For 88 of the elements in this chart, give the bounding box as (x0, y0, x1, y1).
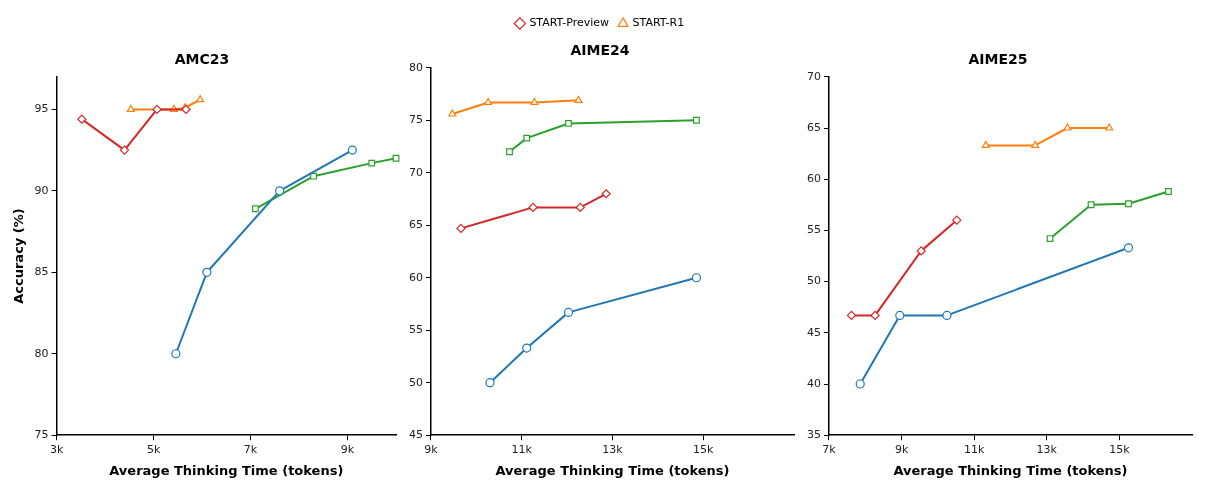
point (916, 246, 926, 256)
y-tick-label: 55 (807, 223, 821, 237)
point (456, 223, 466, 234)
point (171, 349, 181, 359)
point (846, 310, 857, 320)
point (522, 343, 532, 353)
point (126, 104, 135, 112)
x-tick-label: 13k (1036, 442, 1058, 456)
point (347, 145, 357, 155)
y-tick-label: 75 (34, 428, 49, 442)
x-tick-label: 15k (693, 442, 715, 456)
point (981, 140, 990, 149)
y-tick-label: 65 (807, 120, 821, 134)
point (196, 95, 205, 103)
y-tick-label: 60 (807, 172, 821, 186)
point (523, 134, 531, 142)
point (448, 109, 457, 117)
x-tick-label: 7k (822, 442, 837, 456)
y-tick-label: 95 (34, 102, 49, 116)
point (1063, 123, 1072, 131)
point (870, 310, 880, 320)
x-tick-label: 9k (894, 442, 909, 456)
x-axis-title: Average Thinking Time (tokens) (893, 462, 1128, 478)
point (952, 215, 962, 225)
x-tick-label: 15k (1109, 442, 1131, 456)
y-tick-label: 80 (34, 346, 49, 360)
y-tick-label: 75 (409, 113, 423, 127)
legend-label: START-Preview (529, 16, 610, 30)
point (691, 273, 702, 283)
point (485, 378, 495, 388)
x-axis-title: Average Thinking Time (tokens) (109, 462, 344, 478)
point (1087, 201, 1095, 209)
x-tick-label: 3k (49, 442, 64, 456)
y-tick-label: 65 (409, 218, 423, 232)
y-tick-label: 50 (807, 274, 821, 288)
point (693, 116, 700, 124)
y-tick-label: 70 (807, 69, 821, 83)
x-tick-label: 11k (964, 442, 986, 456)
chart-title: AMC23 (174, 51, 230, 68)
y-tick-label: 80 (409, 60, 423, 74)
point (563, 307, 574, 317)
legend-label: START-R1 (632, 16, 685, 30)
point (506, 148, 513, 156)
y-tick-label: 45 (807, 325, 821, 339)
x-tick-label: 11k (511, 442, 533, 456)
point (528, 202, 538, 213)
chart-title: AIME24 (570, 42, 630, 59)
point (251, 205, 259, 213)
y-tick-label: 85 (34, 265, 49, 279)
x-tick-label: 9k (424, 442, 439, 456)
y-tick-label: 35 (807, 428, 821, 442)
x-axis-title: Average Thinking Time (tokens) (495, 462, 730, 478)
point (1105, 123, 1114, 131)
y-tick-label: 70 (409, 165, 423, 179)
point (275, 186, 285, 196)
point (1123, 243, 1134, 253)
chart-title: AIME25 (968, 51, 1028, 68)
point (1031, 140, 1040, 149)
point (1046, 235, 1054, 243)
point (484, 97, 493, 106)
point (392, 154, 400, 162)
y-tick-label: 60 (409, 270, 423, 284)
point (601, 189, 611, 199)
point (1125, 200, 1132, 208)
y-tick-label: 50 (409, 375, 423, 389)
point (310, 172, 317, 180)
point (202, 267, 212, 277)
point (152, 104, 162, 114)
point (1164, 188, 1172, 195)
point (574, 95, 583, 103)
x-tick-label: 7k (243, 442, 258, 456)
point (77, 114, 87, 124)
x-tick-label: 13k (602, 442, 624, 456)
x-tick-label: 9k (340, 442, 355, 456)
y-tick-label: 45 (409, 428, 423, 442)
point (565, 120, 572, 127)
y-tick-label: 90 (34, 183, 49, 197)
point (855, 379, 865, 389)
point (530, 97, 539, 106)
x-tick-label: 5k (146, 442, 161, 456)
y-tick-label: 40 (807, 376, 821, 390)
y-tick-label: 55 (409, 323, 423, 337)
y-axis-title: Accuracy (%) (11, 208, 27, 304)
point (368, 159, 376, 167)
point (942, 310, 952, 320)
point (119, 145, 130, 155)
point (575, 202, 585, 213)
point (895, 310, 905, 320)
